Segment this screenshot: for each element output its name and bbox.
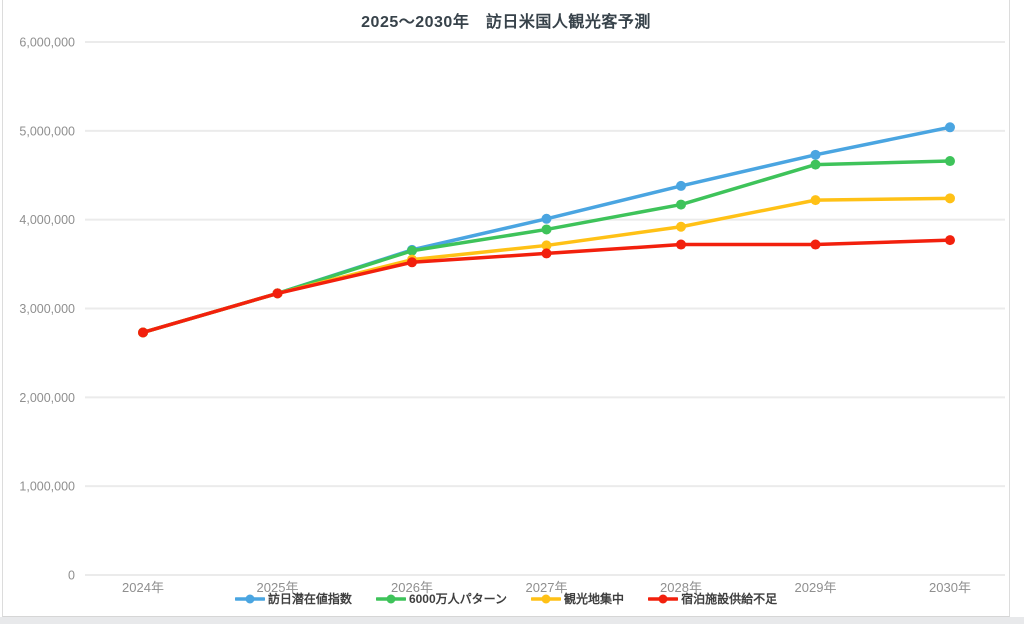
data-point[interactable] <box>541 213 552 224</box>
y-axis-tick-label: 6,000,000 <box>19 36 75 50</box>
chart-card: 2025〜2030年 訪日米国人観光客予測 6,000,000 5,000,000… <box>2 0 1010 617</box>
x-axis-tick-label: 2025年 <box>257 580 299 595</box>
y-axis-tick-label: 4,000,000 <box>19 213 75 227</box>
data-point[interactable] <box>945 235 955 246</box>
legend-marker-icon <box>234 594 265 603</box>
data-point[interactable] <box>138 327 148 338</box>
x-axis-tick-label: 2026年 <box>391 580 433 595</box>
data-point[interactable] <box>676 239 686 250</box>
data-point[interactable] <box>810 159 821 170</box>
y-axis-tick-label: 5,000,000 <box>19 124 75 138</box>
page-bottom-strip <box>0 617 1024 624</box>
x-axis-tick-label: 2030年 <box>929 580 971 595</box>
y-axis-tick-label: 3,000,000 <box>19 302 75 316</box>
legend-marker-icon <box>375 594 406 603</box>
legend-marker-icon <box>648 594 679 603</box>
data-point[interactable] <box>676 221 686 232</box>
legend-item-訪日潜在値指数[interactable]: 訪日潜在値指数 <box>234 590 352 607</box>
data-point[interactable] <box>676 199 686 210</box>
legend-label: 観光地集中 <box>564 592 625 606</box>
data-point[interactable] <box>407 245 417 256</box>
data-point[interactable] <box>407 257 417 268</box>
data-point[interactable] <box>541 240 552 251</box>
legend-marker-icon <box>531 594 562 603</box>
chart-legend: 訪日潜在値指数 6000万人パターン 観光地集中 宿泊施設供給不足 <box>3 590 1009 607</box>
y-axis-tick-label: 2,000,000 <box>19 391 75 405</box>
y-axis-tick-label: 0 <box>68 569 75 583</box>
legend-item-宿泊施設供給不足[interactable]: 宿泊施設供給不足 <box>648 590 777 607</box>
data-point[interactable] <box>541 224 552 235</box>
legend-item-観光地集中[interactable]: 観光地集中 <box>531 590 624 607</box>
data-point[interactable] <box>945 193 955 204</box>
data-point[interactable] <box>676 180 686 191</box>
legend-label: 宿泊施設供給不足 <box>681 592 778 606</box>
line-chart: 6,000,000 5,000,000 4,000,000 3,000,000 2,00… <box>19 36 1005 595</box>
legend-item-6000万人パターン[interactable]: 6000万人パターン <box>375 590 508 607</box>
data-point[interactable] <box>810 239 821 250</box>
data-point[interactable] <box>945 156 955 167</box>
data-point[interactable] <box>945 122 955 133</box>
y-axis-tick-label: 1,000,000 <box>19 480 75 494</box>
data-point[interactable] <box>272 288 283 299</box>
data-point[interactable] <box>541 248 552 259</box>
x-axis-tick-label: 2024年 <box>122 580 164 595</box>
x-axis-tick-label: 2027年 <box>526 580 568 595</box>
x-axis-tick-label: 2028年 <box>660 580 702 595</box>
x-axis-tick-label: 2029年 <box>795 580 837 595</box>
legend-label: 訪日潜在値指数 <box>267 592 352 606</box>
data-point[interactable] <box>810 195 821 206</box>
chart-title: 2025〜2030年 訪日米国人観光客予測 <box>361 14 651 31</box>
data-point[interactable] <box>810 149 821 160</box>
legend-label: 6000万人パターン <box>408 592 508 606</box>
